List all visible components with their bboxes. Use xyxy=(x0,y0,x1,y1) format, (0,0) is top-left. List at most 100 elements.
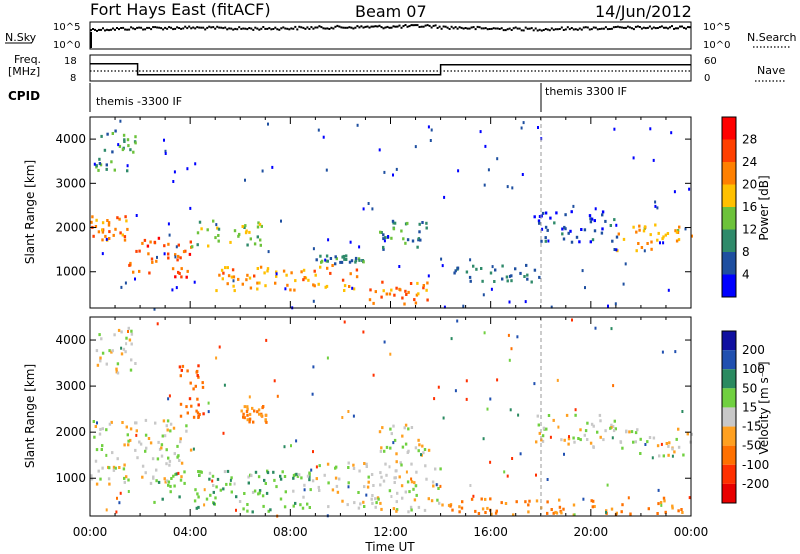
velocity-cell xyxy=(299,503,302,507)
nsky-point xyxy=(654,27,657,30)
power-cell xyxy=(416,281,419,285)
velocity-cell xyxy=(508,358,511,362)
velocity-cell xyxy=(160,446,163,450)
power-cell xyxy=(441,264,444,268)
nsky-point xyxy=(338,25,341,28)
velocity-cell xyxy=(108,466,111,470)
velocity-cell xyxy=(516,335,519,339)
nsky-point xyxy=(178,27,181,29)
nsky-point xyxy=(478,26,481,29)
nsky-point xyxy=(336,24,339,27)
power-cell xyxy=(417,237,421,241)
power-cell xyxy=(266,267,270,271)
power-cell xyxy=(177,254,180,258)
power-cell xyxy=(650,240,653,244)
power-cell xyxy=(490,287,493,291)
velocity-cell xyxy=(144,471,147,475)
nsky-point xyxy=(464,27,467,29)
velocity-cell xyxy=(326,462,330,466)
velocity-cell xyxy=(169,422,173,426)
power-cell xyxy=(390,236,393,240)
power-cell xyxy=(484,144,487,148)
nsky-point xyxy=(538,28,541,31)
nsky-tick-top: 10^5 xyxy=(53,22,80,33)
velocity-cell xyxy=(183,481,186,485)
velocity-cell xyxy=(253,409,256,413)
nsky-point xyxy=(685,27,687,30)
power-cell xyxy=(302,278,305,282)
power-cell xyxy=(469,258,472,262)
velocity-cell xyxy=(263,478,266,482)
power-cell xyxy=(167,256,170,260)
power-cell xyxy=(101,238,104,242)
nsky-point xyxy=(528,27,531,30)
velocity-cell xyxy=(609,426,612,430)
velocity-cell xyxy=(503,470,506,474)
velocity-cell xyxy=(410,480,414,484)
velocity-cell xyxy=(105,508,108,512)
velocity-cell xyxy=(170,477,173,480)
velocity-cell xyxy=(127,443,130,447)
power-cell xyxy=(382,247,385,251)
velocity-cell xyxy=(347,481,350,485)
power-cell xyxy=(174,275,177,279)
velocity-cell xyxy=(178,495,181,499)
power-cell xyxy=(523,275,526,278)
velocity-cell xyxy=(359,502,362,506)
velocity-cell xyxy=(123,443,126,447)
velocity-cell xyxy=(338,477,341,481)
velocity-cell xyxy=(336,490,340,494)
velocity-cell xyxy=(341,499,344,503)
velocity-cell xyxy=(427,448,431,452)
power-cell xyxy=(541,211,545,215)
power-cell xyxy=(591,217,594,221)
velocity-cell xyxy=(99,477,102,481)
velocity-cell xyxy=(427,497,430,501)
velocity-cell xyxy=(306,502,309,506)
velocity-cell xyxy=(257,492,260,496)
power-cell xyxy=(126,227,129,231)
velocity-cell xyxy=(238,500,242,503)
velocity-cell xyxy=(161,497,164,501)
velocity-cell xyxy=(128,338,132,342)
power-cell xyxy=(341,278,345,282)
velocity-cell xyxy=(180,368,183,372)
power-cell xyxy=(335,257,338,261)
power-cell xyxy=(325,284,329,288)
power-cell xyxy=(220,268,224,272)
velocity-cell xyxy=(100,337,103,341)
velocity-cell xyxy=(558,498,561,502)
velocity-cell xyxy=(404,423,408,427)
velocity-cell xyxy=(506,474,509,478)
power-cell xyxy=(185,275,188,279)
velocity-cell xyxy=(156,322,159,326)
power-cell xyxy=(274,281,277,285)
nsky-point xyxy=(448,28,451,30)
power-cell xyxy=(524,300,527,304)
nsky-point xyxy=(258,28,261,31)
power-cell xyxy=(146,244,150,248)
power-cell xyxy=(345,254,348,258)
velocity-cell xyxy=(208,471,212,475)
velocity-cell xyxy=(114,466,117,470)
velocity-cell xyxy=(247,475,250,479)
power-cell xyxy=(231,268,235,272)
velocity-cell xyxy=(682,453,685,457)
power-cell xyxy=(180,267,183,271)
velocity-cell xyxy=(168,463,171,467)
velocity-cell xyxy=(335,465,338,469)
power-cell xyxy=(537,126,539,129)
nsky-point xyxy=(384,26,387,29)
power-cell xyxy=(404,289,407,293)
velocity-cell xyxy=(535,499,539,503)
velocity-cell xyxy=(212,484,215,487)
velocity-cell xyxy=(541,434,545,438)
power-cell xyxy=(673,190,676,194)
velocity-cell xyxy=(302,495,305,499)
velocity-cell xyxy=(315,477,318,481)
velocity-cell xyxy=(115,510,118,514)
nsky-point xyxy=(148,26,151,29)
nsky-point xyxy=(588,28,591,31)
power-cell xyxy=(354,260,357,264)
